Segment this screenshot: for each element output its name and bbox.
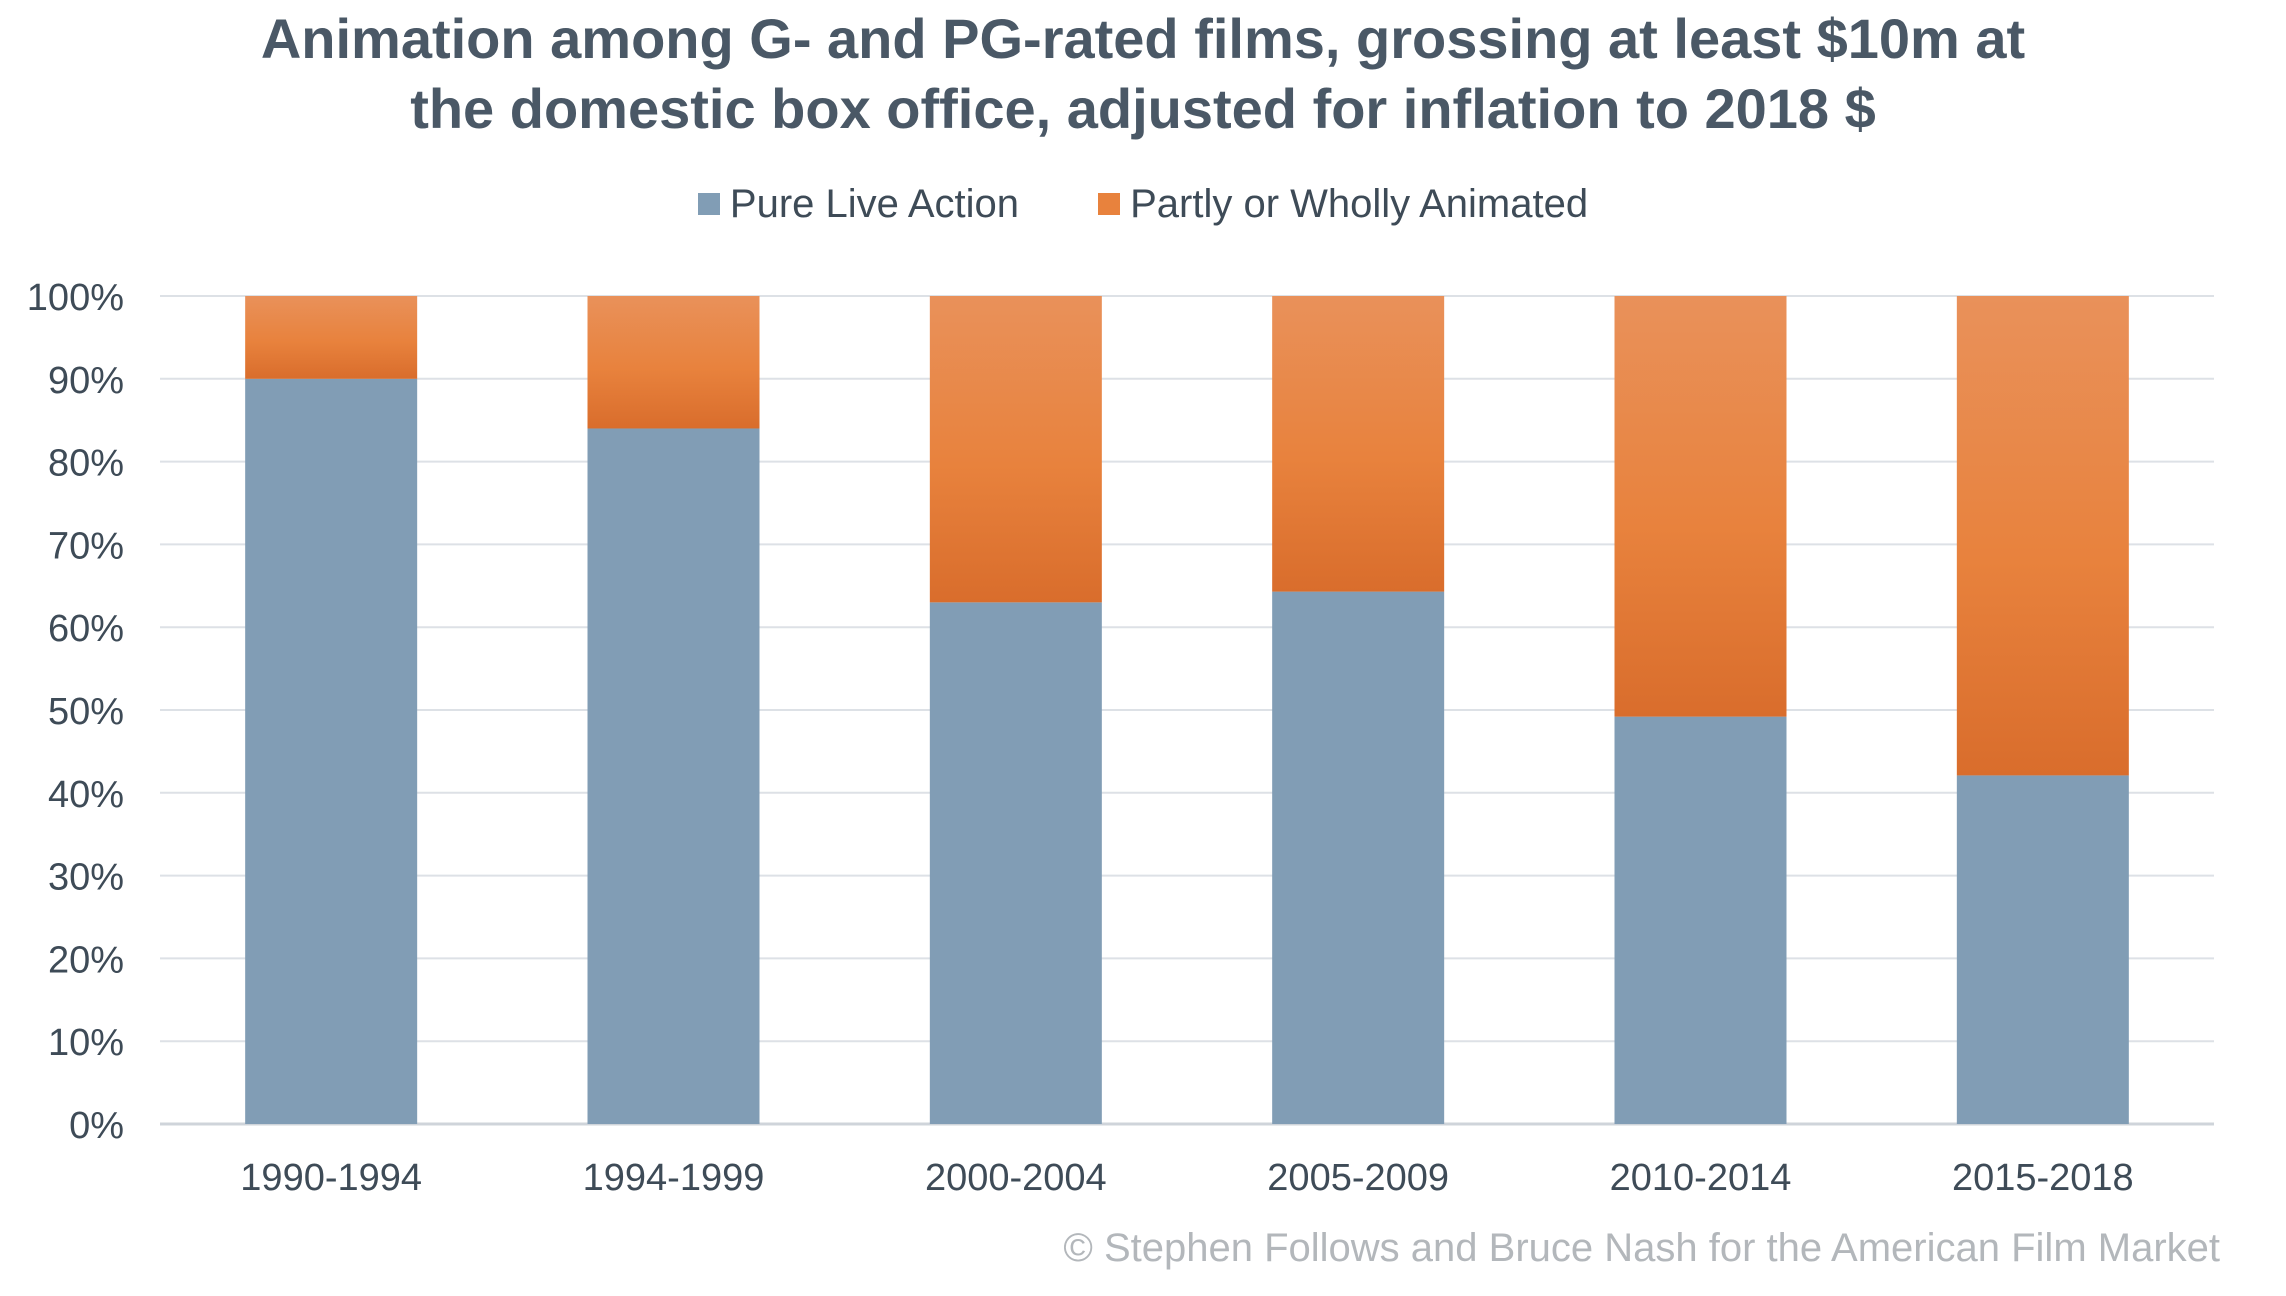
legend-swatch-animated bbox=[1098, 193, 1121, 215]
bar-animated bbox=[1956, 296, 2129, 776]
bar-live-action bbox=[1272, 591, 1445, 1124]
x-tick-label: 2010-2014 bbox=[1610, 1157, 1792, 1199]
y-tick-label: 100% bbox=[27, 277, 124, 319]
bar-animated bbox=[1614, 296, 1787, 717]
bar-live-action bbox=[1956, 775, 2129, 1124]
legend-label-animated: Partly or Wholly Animated bbox=[1130, 181, 1589, 226]
bar-live-action bbox=[929, 602, 1102, 1124]
chart-title-line-1: Animation among G- and PG-rated films, g… bbox=[260, 7, 2026, 70]
bar-live-action bbox=[587, 428, 760, 1125]
legend-item-animated: Partly or Wholly Animated bbox=[1098, 182, 1588, 227]
chart-legend: Pure Live Action Partly or Wholly Animat… bbox=[0, 180, 2286, 227]
bars bbox=[245, 296, 2129, 1125]
x-tick-label: 2015-2018 bbox=[1952, 1157, 2134, 1199]
x-tick-label: 1990-1994 bbox=[240, 1157, 422, 1199]
bar-live-action bbox=[1614, 716, 1787, 1124]
x-tick-label: 2005-2009 bbox=[1267, 1157, 1449, 1199]
y-tick-label: 70% bbox=[48, 525, 124, 567]
legend-item-live-action: Pure Live Action bbox=[697, 181, 1019, 227]
credit-text: © Stephen Follows and Bruce Nash for the… bbox=[1063, 1226, 2220, 1270]
bar-animated bbox=[245, 296, 418, 379]
legend-label-live-action: Pure Live Action bbox=[729, 181, 1019, 226]
bar-live-action bbox=[245, 378, 418, 1124]
chart-title: Animation among G- and PG-rated films, g… bbox=[0, 4, 2286, 144]
bar-animated bbox=[929, 296, 1102, 603]
bar-animated bbox=[587, 296, 760, 429]
y-tick-label: 60% bbox=[48, 608, 124, 650]
y-tick-label: 90% bbox=[48, 360, 124, 402]
y-tick-label: 50% bbox=[48, 691, 124, 733]
x-tick-label: 1994-1999 bbox=[583, 1157, 765, 1199]
y-tick-label: 20% bbox=[48, 939, 124, 981]
x-axis-ticks: 1990-1994 1994-1999 2000-2004 2005-2009 2010… bbox=[240, 1157, 2133, 1199]
y-tick-label: 40% bbox=[48, 774, 124, 816]
y-tick-label: 10% bbox=[48, 1022, 124, 1064]
y-axis-ticks: 0% 10% 20% 30% 40% 50% 60% 70% 80% 90% 100% bbox=[27, 277, 124, 1147]
legend-swatch-live-action bbox=[697, 193, 720, 215]
gridlines bbox=[160, 295, 2214, 1126]
y-tick-label: 0% bbox=[69, 1105, 124, 1147]
y-tick-label: 80% bbox=[48, 443, 124, 485]
y-tick-label: 30% bbox=[48, 857, 124, 899]
x-tick-label: 2000-2004 bbox=[925, 1157, 1107, 1199]
bar-animated bbox=[1272, 296, 1445, 592]
chart-title-line-2: the domestic box office, adjusted for in… bbox=[410, 77, 1876, 140]
